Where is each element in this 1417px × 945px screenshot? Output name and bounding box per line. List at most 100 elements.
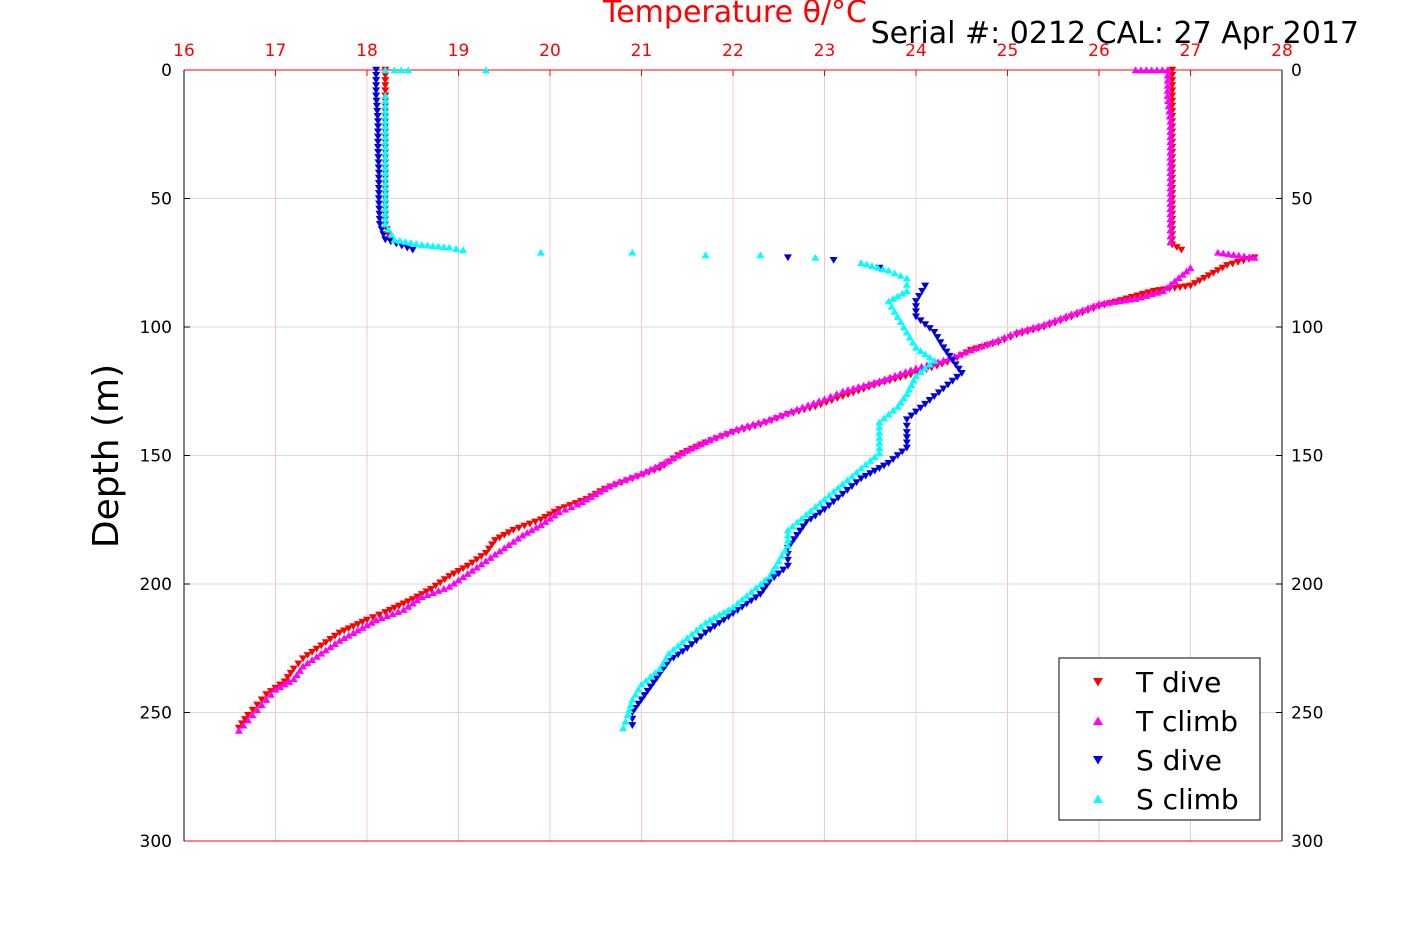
data-point	[1018, 326, 1027, 334]
data-point	[395, 237, 404, 244]
data-point	[692, 442, 701, 450]
data-point	[719, 616, 728, 624]
data-point	[381, 122, 390, 130]
data-point	[902, 287, 911, 295]
data-point	[783, 536, 792, 544]
data-point	[1168, 66, 1177, 74]
legend-marker	[1093, 678, 1103, 687]
data-point	[925, 353, 934, 361]
data-point	[477, 553, 486, 560]
data-point	[793, 531, 802, 539]
data-point	[573, 500, 582, 508]
data-point	[732, 425, 741, 433]
data-point	[381, 158, 390, 166]
data-point	[374, 174, 383, 182]
data-point	[844, 391, 853, 399]
data-point	[719, 608, 728, 616]
data-point	[768, 567, 777, 575]
data-point	[253, 701, 262, 709]
data-point	[862, 260, 871, 268]
data-point	[843, 476, 852, 484]
data-point	[921, 400, 930, 408]
x-tick-label: 17	[265, 41, 287, 61]
data-point	[459, 246, 468, 254]
data-point	[344, 625, 353, 633]
data-point	[610, 480, 619, 487]
data-point	[674, 642, 683, 649]
data-point	[381, 609, 390, 616]
data-point	[634, 700, 643, 708]
data-point	[902, 416, 911, 424]
data-point	[721, 429, 730, 437]
data-point	[1166, 143, 1175, 151]
data-point	[890, 269, 899, 277]
data-point	[811, 512, 820, 520]
data-point	[403, 244, 412, 252]
data-point	[902, 422, 911, 430]
data-point	[783, 541, 792, 549]
data-point	[1166, 174, 1175, 182]
data-point	[445, 582, 454, 590]
data-point	[600, 485, 609, 493]
data-point	[363, 616, 371, 624]
data-point	[738, 423, 747, 431]
data-point	[381, 184, 390, 192]
data-point	[916, 404, 925, 412]
data-point	[948, 357, 957, 365]
x-tick-label: 21	[631, 41, 653, 61]
data-point	[454, 576, 463, 584]
data-point	[889, 456, 898, 463]
data-point	[401, 238, 410, 245]
data-point	[266, 690, 275, 698]
data-point	[312, 645, 321, 653]
data-point	[381, 215, 390, 223]
data-point	[787, 407, 796, 415]
series-s-dive	[372, 66, 966, 729]
data-point	[870, 453, 879, 460]
y-tick-label: 0	[161, 61, 172, 81]
data-point	[1163, 71, 1172, 79]
data-point	[1162, 284, 1171, 291]
data-point	[885, 373, 894, 381]
data-point	[381, 128, 390, 135]
data-point	[649, 679, 658, 687]
data-point	[628, 248, 637, 256]
data-point	[961, 348, 970, 356]
data-point	[1067, 310, 1076, 318]
data-point	[875, 428, 884, 436]
data-point	[847, 472, 856, 480]
data-point	[381, 153, 390, 161]
data-point	[428, 589, 437, 596]
data-point	[374, 179, 383, 187]
data-point	[271, 685, 280, 693]
data-point	[879, 265, 888, 273]
data-point	[500, 531, 509, 539]
data-point	[896, 272, 905, 279]
data-point	[326, 643, 335, 651]
data-point	[797, 514, 806, 522]
data-point	[523, 529, 532, 536]
data-point	[262, 696, 271, 703]
data-point	[770, 574, 779, 582]
data-point	[1153, 288, 1162, 296]
data-point	[295, 666, 304, 674]
data-point	[397, 66, 406, 74]
data-point	[930, 393, 939, 400]
data-point	[875, 444, 884, 451]
data-point	[664, 457, 673, 464]
data-point	[692, 626, 701, 634]
data-point	[1006, 331, 1015, 338]
data-point	[1095, 300, 1103, 308]
data-point	[955, 350, 964, 358]
data-point	[373, 113, 382, 120]
data-point	[1166, 184, 1175, 192]
data-point	[683, 446, 692, 454]
serial-calibration-text: Serial #: 0212 CAL: 27 Apr 2017	[871, 16, 1359, 51]
data-point	[733, 599, 742, 607]
data-point	[749, 420, 758, 428]
data-point	[1166, 194, 1175, 202]
x-tick-label: 28	[1271, 41, 1293, 61]
data-point	[495, 534, 504, 542]
data-point	[743, 422, 752, 429]
